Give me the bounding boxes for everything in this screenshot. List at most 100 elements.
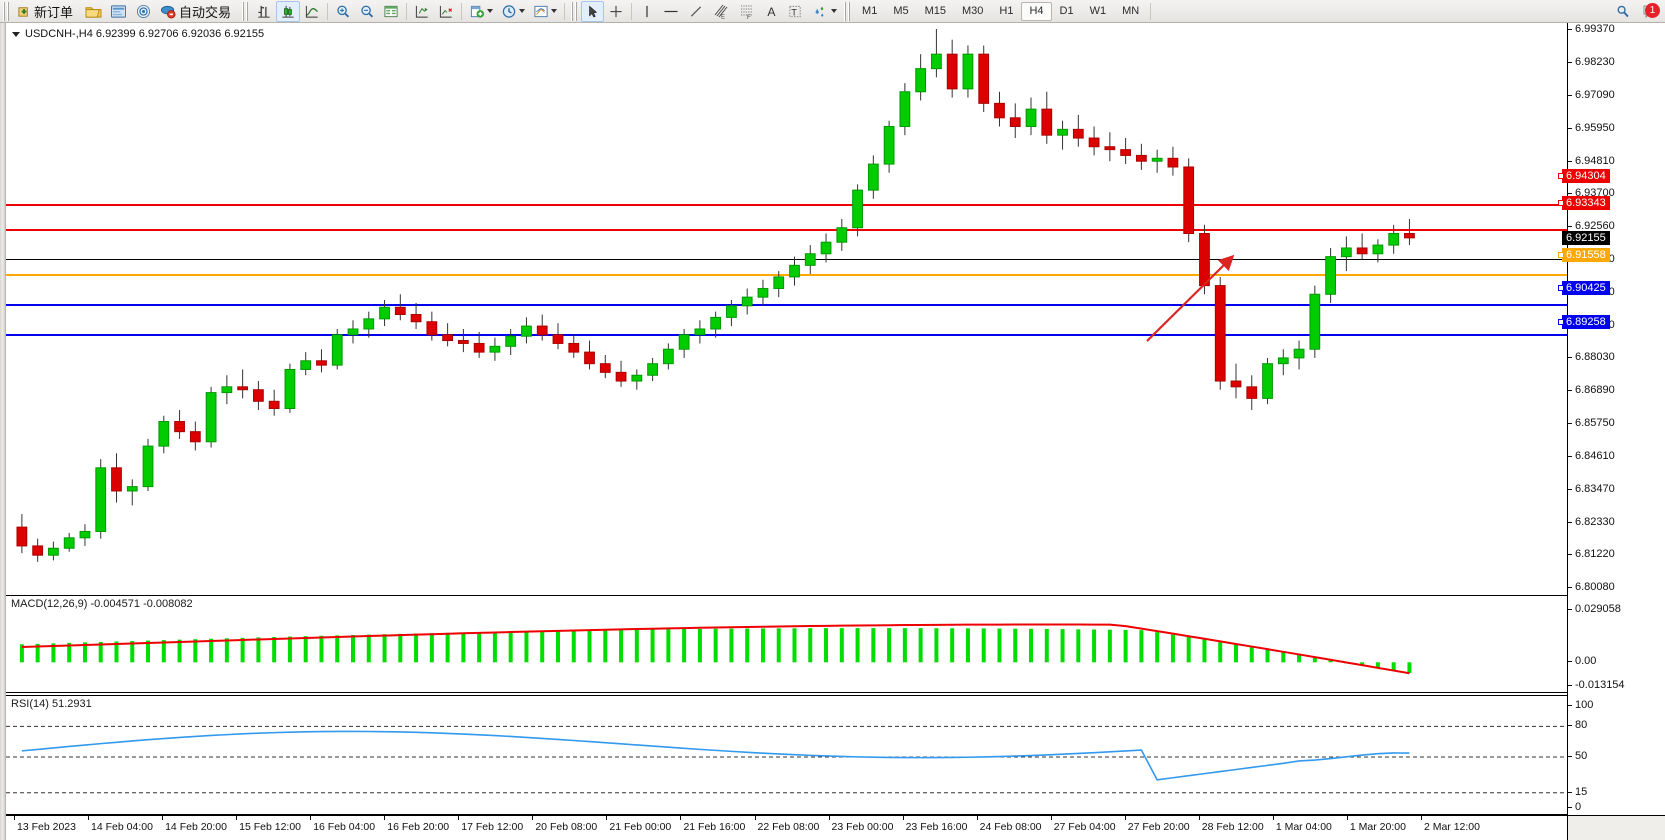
time-label: 13 Feb 2023 xyxy=(17,821,76,833)
period-caret-icon xyxy=(519,9,526,13)
price-tick: 6.92560 xyxy=(1568,220,1615,232)
chart-menu-caret-icon[interactable] xyxy=(12,31,20,37)
horizontal-line-button[interactable] xyxy=(658,1,684,22)
support-line-2[interactable] xyxy=(6,334,1567,336)
auto-trading-icon xyxy=(161,5,176,19)
crosshair-button[interactable] xyxy=(604,1,628,22)
macd-pane[interactable]: MACD(12,26,9) -0.004571 -0.008082 xyxy=(6,595,1567,693)
resistance-line-2[interactable] xyxy=(6,229,1567,231)
search-button[interactable] xyxy=(1611,1,1635,22)
trendline-button[interactable] xyxy=(684,1,708,22)
time-label: 15 Feb 12:00 xyxy=(239,821,302,833)
price-level-badge-support[interactable]: 6.90425 xyxy=(1562,280,1610,295)
equidistant-channel-button[interactable]: E xyxy=(708,1,734,22)
time-label: 14 Feb 20:00 xyxy=(165,821,227,833)
cursor-icon xyxy=(588,5,597,17)
chart-shift-button[interactable] xyxy=(410,1,434,22)
price-level-handle[interactable] xyxy=(1558,172,1564,179)
price-tick: 6.95950 xyxy=(1568,122,1615,134)
add-indicator-button[interactable] xyxy=(465,1,497,22)
timeframe-m5[interactable]: M5 xyxy=(893,5,909,17)
price-axis[interactable]: 6.99370 6.98230 6.97090 6.95950 6.94810 6.937… xyxy=(1558,23,1665,815)
rsi-series xyxy=(6,725,1567,794)
price-tick: 6.99370 xyxy=(1568,23,1615,35)
trendline-icon xyxy=(690,5,702,17)
price-level-badge-resistance[interactable]: 6.94304 xyxy=(1562,168,1610,183)
price-tick: 6.83470 xyxy=(1568,483,1615,495)
chart-title: USDCNH-,H4 6.92399 6.92706 6.92036 6.921… xyxy=(12,28,264,40)
timeframe-mn[interactable]: MN xyxy=(1122,5,1140,17)
terminal-button[interactable] xyxy=(106,1,131,22)
timeframe-d1[interactable]: D1 xyxy=(1059,5,1074,17)
time-tick xyxy=(1050,816,1052,820)
text-button[interactable]: A xyxy=(760,1,783,22)
timeframe-m15[interactable]: M15 xyxy=(924,5,946,17)
candlestick-chart-button[interactable] xyxy=(276,0,301,22)
data-window-button[interactable] xyxy=(379,1,403,22)
toolbar-grip-2[interactable] xyxy=(242,1,250,21)
timeframe-h4[interactable]: H4 xyxy=(1021,1,1052,21)
period-button[interactable] xyxy=(497,1,529,22)
price-level-badge-resistance[interactable]: 6.93343 xyxy=(1562,196,1610,211)
time-label: 23 Feb 00:00 xyxy=(831,821,894,833)
rsi-pane[interactable]: RSI(14) 51.2931 xyxy=(6,695,1567,815)
vertical-line-button[interactable] xyxy=(635,1,658,22)
templates-button[interactable] xyxy=(529,1,561,22)
bar-chart-button[interactable] xyxy=(252,1,276,22)
time-tick xyxy=(88,816,90,820)
text-label-button[interactable]: T xyxy=(783,1,807,22)
time-axis[interactable]: 13 Feb 2023 14 Feb 04:00 14 Feb 20:00 15 Fe… xyxy=(6,815,1567,840)
objects-caret-icon xyxy=(831,9,838,13)
arrow-annotation[interactable] xyxy=(6,23,1567,593)
price-level-badge-last-price[interactable]: 6.92155 xyxy=(1562,230,1610,245)
time-tick xyxy=(680,816,682,820)
price-level-handle[interactable] xyxy=(1558,200,1564,207)
price-level-handle[interactable] xyxy=(1558,284,1564,291)
line-chart-button[interactable] xyxy=(300,1,324,22)
price-level-badge-support[interactable]: 6.89258 xyxy=(1562,314,1610,329)
timeframe-m30[interactable]: M30 xyxy=(962,5,984,17)
new-order-icon xyxy=(18,6,28,17)
price-tick: 6.97090 xyxy=(1568,89,1615,101)
time-tick xyxy=(1198,816,1200,820)
timeframe-h1[interactable]: H1 xyxy=(999,5,1014,17)
auto-scroll-button[interactable] xyxy=(434,1,458,22)
price-pane[interactable]: USDCNH-,H4 6.92399 6.92706 6.92036 6.921… xyxy=(6,23,1567,593)
auto-trading-button[interactable]: 自动交易 xyxy=(156,1,239,22)
chart-plot-region[interactable]: USDCNH-,H4 6.92399 6.92706 6.92036 6.921… xyxy=(6,23,1665,840)
folder-button[interactable] xyxy=(81,1,106,22)
zoom-out-button[interactable] xyxy=(355,1,379,22)
objects-button[interactable] xyxy=(807,1,841,22)
toolbar-grip-4[interactable] xyxy=(844,1,852,21)
time-tick xyxy=(532,816,534,820)
svg-text:F: F xyxy=(747,15,751,19)
macd-tick: -0.013154 xyxy=(1568,679,1625,691)
price-level-handle[interactable] xyxy=(1558,318,1564,325)
toolbar-grip-3[interactable] xyxy=(571,1,579,21)
bar-chart-icon xyxy=(258,5,270,18)
svg-text:E: E xyxy=(721,15,725,19)
signal-button[interactable] xyxy=(131,1,156,22)
resistance-line-1[interactable] xyxy=(6,204,1567,206)
equidistant-channel-icon: E xyxy=(714,4,728,19)
price-level-handle[interactable] xyxy=(1558,251,1564,258)
time-tick xyxy=(310,816,312,820)
new-order-button[interactable]: 新订单 xyxy=(13,1,81,22)
toolbar-separator-5 xyxy=(631,2,633,20)
price-level-badge-pivot[interactable]: 6.91558 xyxy=(1562,247,1610,262)
timeframe-w1[interactable]: W1 xyxy=(1089,5,1107,17)
zoom-in-button[interactable] xyxy=(331,1,355,22)
toolbar-grip[interactable] xyxy=(3,1,10,21)
auto-scroll-icon xyxy=(439,5,453,18)
notifications-button[interactable]: 1 xyxy=(1635,1,1665,22)
chart-vertical-scrollbar[interactable] xyxy=(0,23,6,840)
timeframe-m1[interactable]: M1 xyxy=(862,5,878,17)
support-line-1[interactable] xyxy=(6,304,1567,306)
crosshair-icon xyxy=(610,5,622,17)
fibonacci-button[interactable]: F xyxy=(734,1,760,22)
time-label: 16 Feb 04:00 xyxy=(313,821,376,833)
cursor-button[interactable] xyxy=(581,0,605,22)
fibonacci-icon: F xyxy=(741,5,753,19)
macd-series xyxy=(19,623,1412,675)
pivot-line[interactable] xyxy=(6,274,1567,276)
